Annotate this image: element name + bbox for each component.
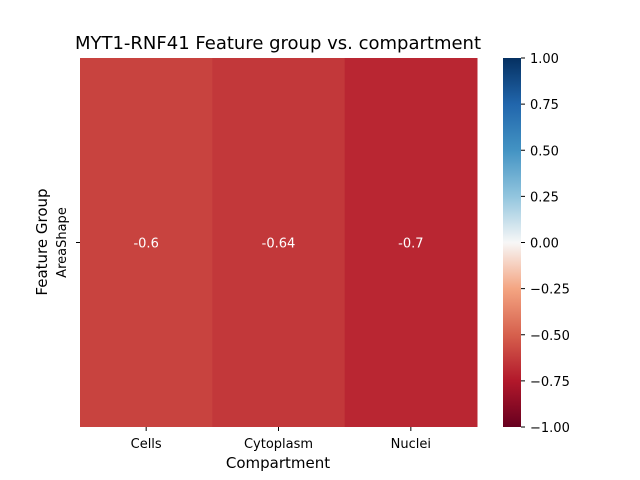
y-axis-label: Feature Group <box>33 188 51 295</box>
colorbar-tick-label: −0.50 <box>530 329 570 344</box>
colorbar-tick-label: 0.75 <box>530 98 559 113</box>
colorbar-tick-label: 0.50 <box>530 144 559 159</box>
colorbar <box>503 58 521 427</box>
heatmap-cell <box>212 58 346 427</box>
colorbar-tick-label: −1.00 <box>530 421 570 436</box>
heatmap-cell <box>80 58 213 427</box>
colorbar-tick-label: −0.75 <box>530 375 570 390</box>
chart-title: MYT1-RNF41 Feature group vs. compartment <box>75 33 481 54</box>
colorbar-tick-label: 0.25 <box>530 190 559 205</box>
cell-value-label: -0.7 <box>398 237 423 252</box>
cell-value-label: -0.64 <box>262 237 296 252</box>
colorbar-tick-label: 1.00 <box>530 52 559 67</box>
colorbar-tick-label: −0.25 <box>530 283 570 298</box>
x-axis-label: Compartment <box>226 454 330 472</box>
colorbar-ticks: 1.00 0.75 0.50 0.25 0.00 −0.25 −0.50 −0.75 −1.00 <box>521 52 570 436</box>
x-tick-label: Cytoplasm <box>244 437 313 452</box>
heatmap-cells: -0.6 -0.64 -0.7 <box>80 58 478 427</box>
colorbar-tick-label: 0.00 <box>530 237 559 252</box>
x-tick-label: Cells <box>131 437 162 452</box>
heatmap-cell <box>344 58 478 427</box>
y-tick-label: AreaShape <box>55 207 70 278</box>
x-tick-label: Nuclei <box>391 437 431 452</box>
cell-value-label: -0.6 <box>133 237 158 252</box>
axis-ticks: Cells Cytoplasm Nuclei AreaShape <box>55 207 431 452</box>
